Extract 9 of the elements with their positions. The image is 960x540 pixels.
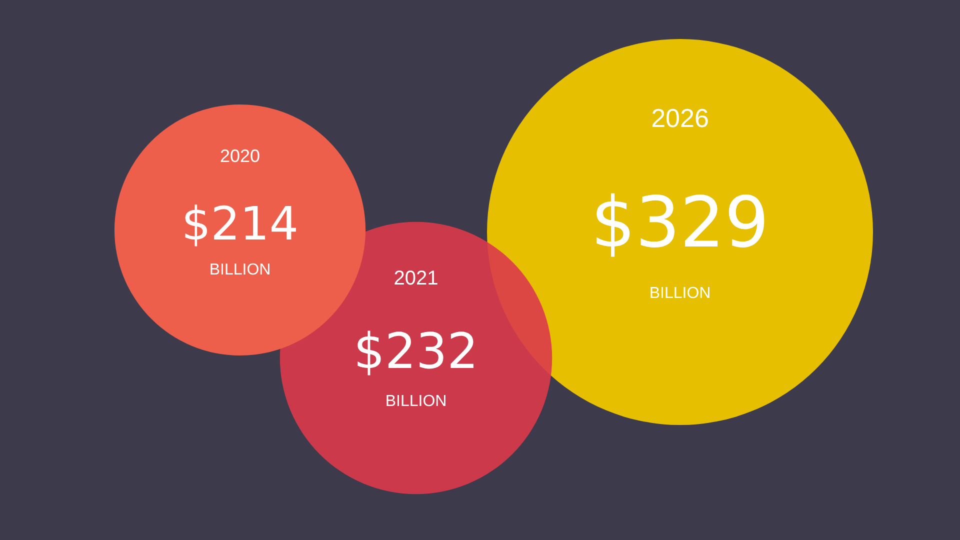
data-label: $214 [181, 196, 299, 250]
category-label: 2026 [651, 103, 709, 134]
text: BILLION [209, 262, 271, 279]
category-label: 2021 [394, 268, 438, 290]
data-label: $232 [354, 323, 478, 380]
text: BILLION [385, 392, 447, 410]
text: BILLION [649, 285, 711, 302]
category-label: 2020 [220, 146, 260, 166]
data-label: $329 [590, 181, 770, 264]
